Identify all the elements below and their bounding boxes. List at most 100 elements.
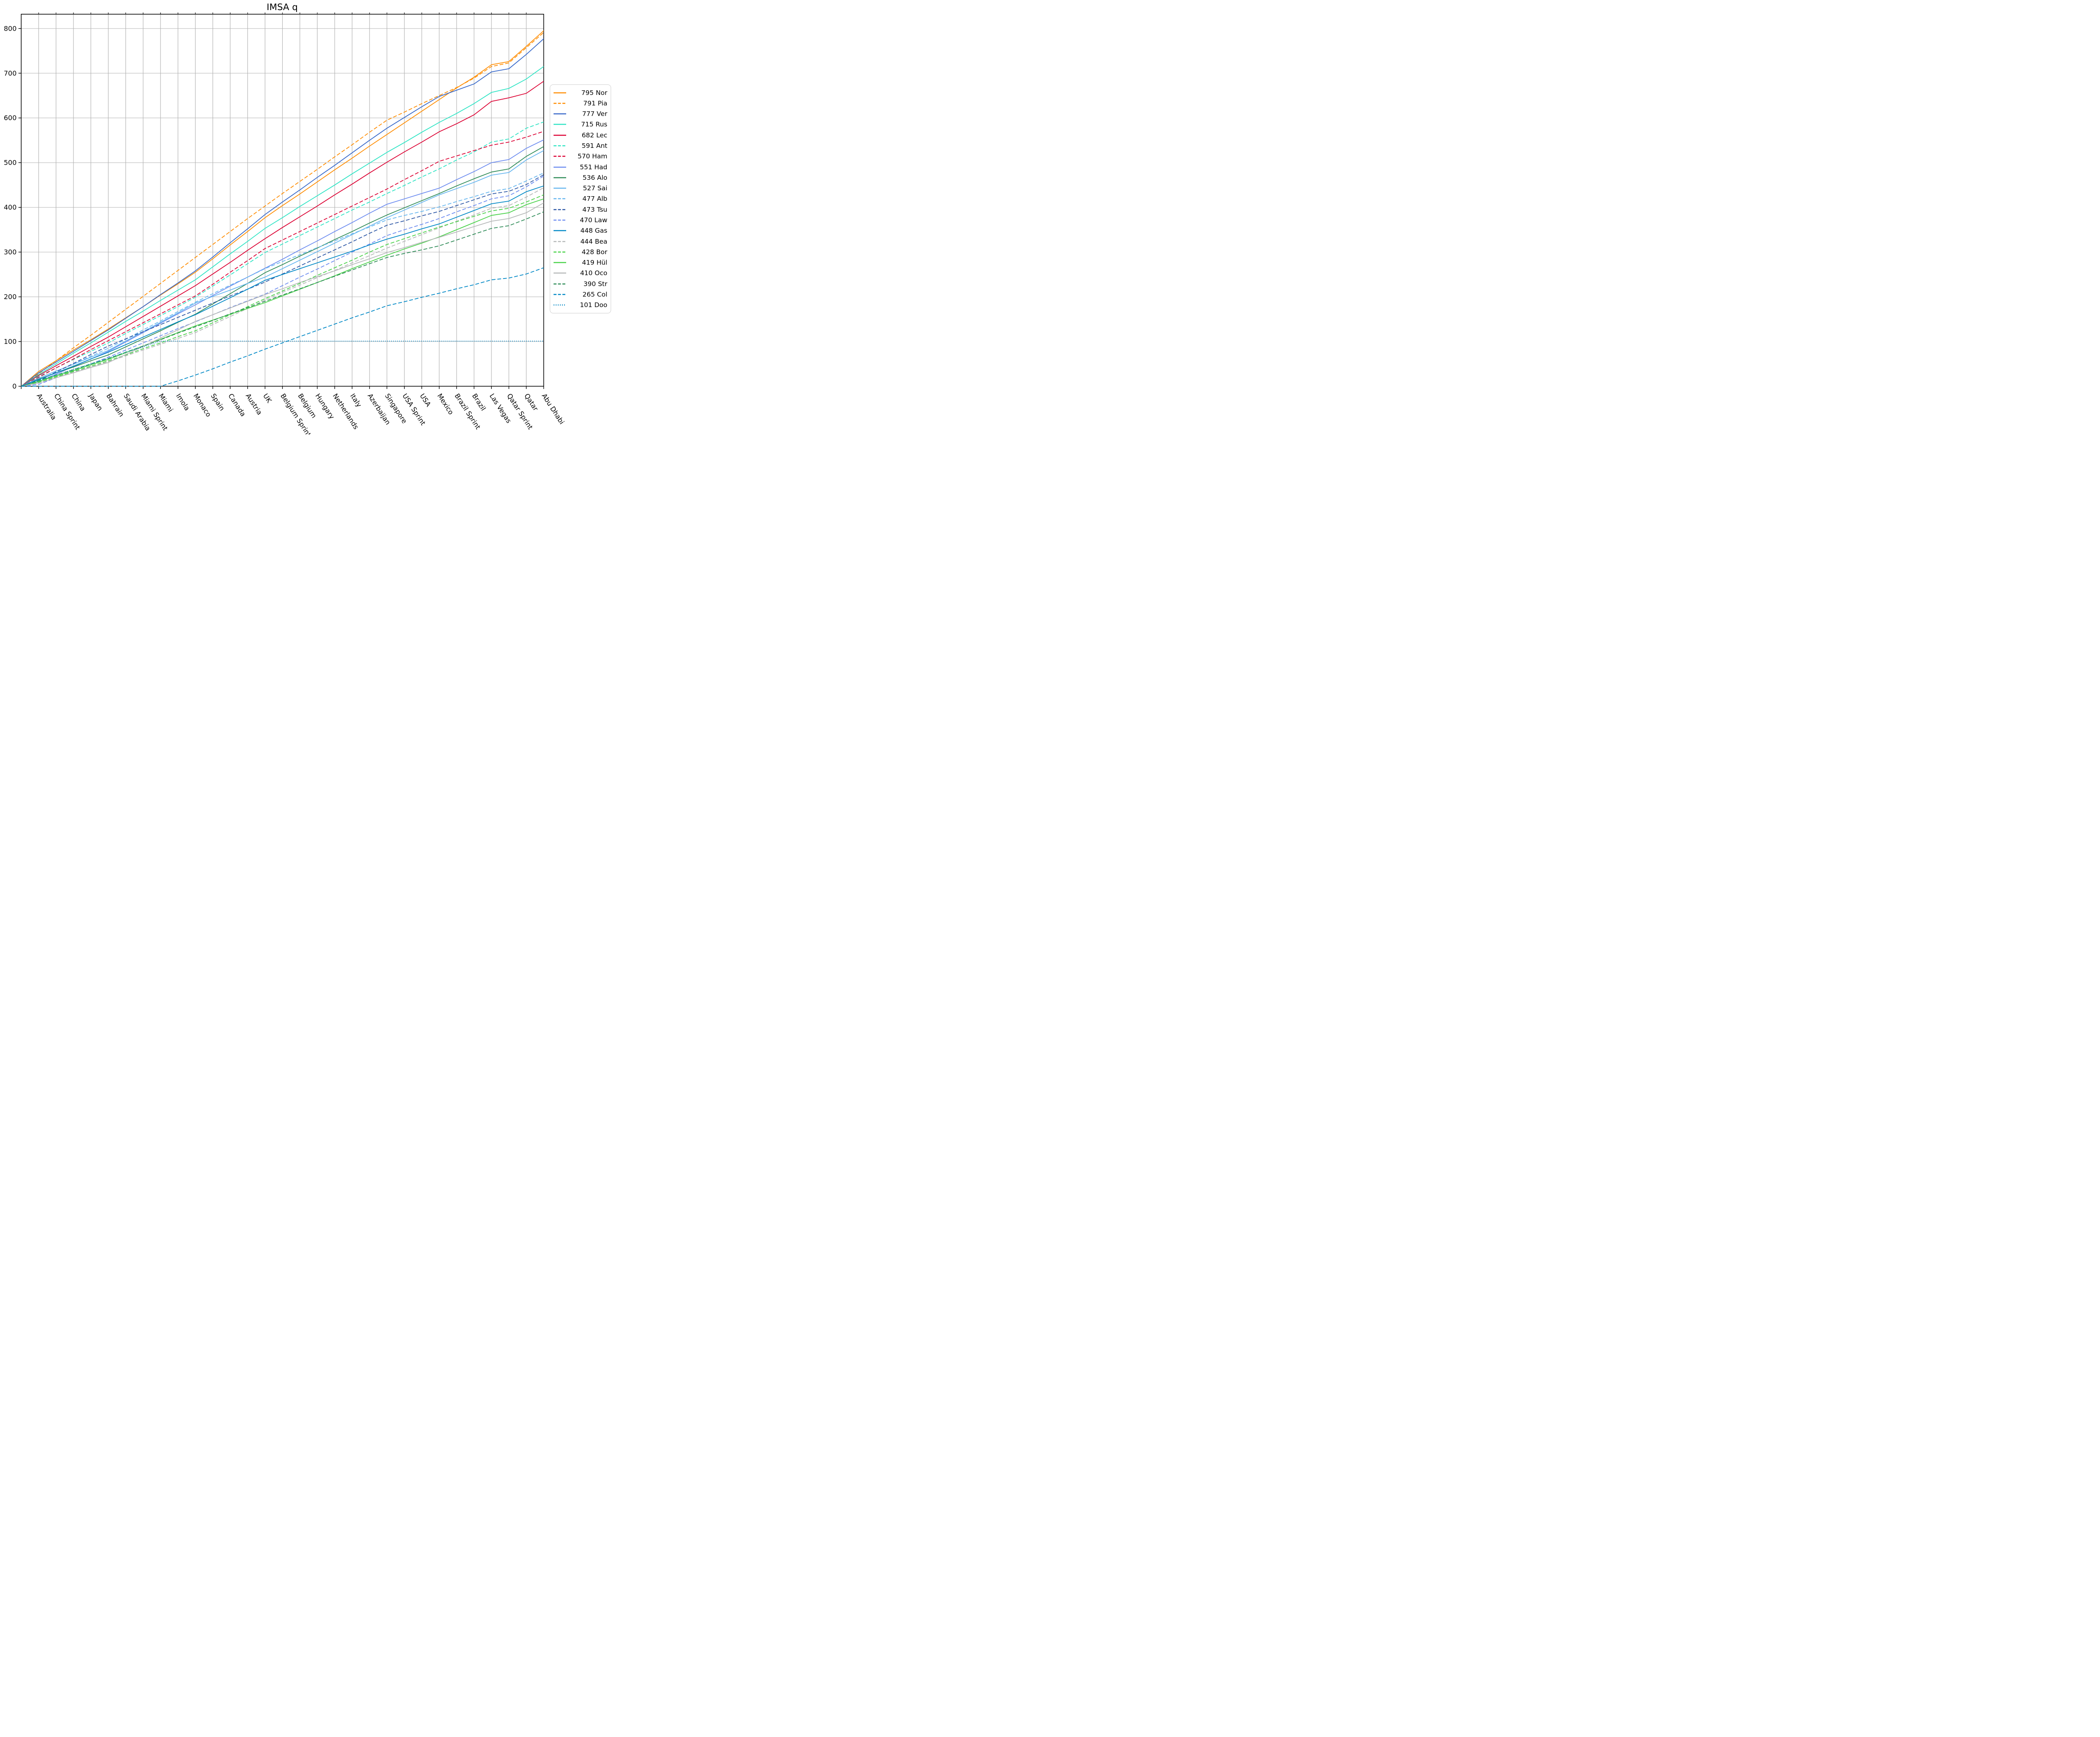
legend-swatch bbox=[554, 166, 566, 168]
y-tick-label: 500 bbox=[4, 159, 17, 167]
series-line-570-ham bbox=[21, 131, 544, 387]
legend-entry: 570 Ham bbox=[554, 152, 607, 161]
series-line-419-hül bbox=[21, 198, 544, 387]
legend-label: 477 Alb bbox=[582, 195, 607, 203]
x-tick-label: China bbox=[70, 392, 87, 413]
legend-label: 795 Nor bbox=[581, 89, 607, 97]
legend-entry: 390 Str bbox=[554, 279, 607, 289]
y-tick-label: 300 bbox=[4, 248, 17, 256]
series-line-444-bea bbox=[21, 187, 544, 387]
legend-label: 448 Gas bbox=[580, 227, 607, 235]
legend-label: 536 Alo bbox=[583, 173, 607, 181]
x-tick-label: Abu Dhabi bbox=[540, 392, 566, 426]
series-line-473-tsu bbox=[21, 174, 544, 387]
legend-label: 777 Ver bbox=[582, 110, 607, 118]
legend-label: 428 Bor bbox=[581, 248, 607, 256]
legend-entry: 715 Rus bbox=[554, 120, 607, 129]
y-tick-label: 600 bbox=[4, 114, 17, 122]
legend-swatch bbox=[554, 124, 566, 125]
y-tick-label: 0 bbox=[12, 382, 16, 390]
legend-entry: 591 Ant bbox=[554, 141, 607, 151]
figure: IMSA q 0 100 200 300 400 500 600 700 800 Australi… bbox=[0, 0, 614, 434]
legend-entry: 551 Had bbox=[554, 162, 607, 172]
legend-label: 591 Ant bbox=[581, 142, 607, 150]
legend-entry: 265 Col bbox=[554, 289, 607, 299]
legend-swatch bbox=[554, 241, 566, 242]
x-tick-label: Qatar bbox=[523, 392, 540, 412]
series-line-410-oco bbox=[21, 202, 544, 387]
series-line-551-had bbox=[21, 139, 544, 387]
y-tick-label: 200 bbox=[4, 293, 17, 301]
legend-entry: 448 Gas bbox=[554, 226, 607, 236]
legend-swatch bbox=[554, 113, 566, 115]
legend-swatch bbox=[554, 187, 566, 189]
legend-label: 101 Doo bbox=[580, 301, 607, 309]
legend-swatch bbox=[554, 145, 566, 147]
legend-entry: 470 Law bbox=[554, 215, 607, 225]
y-tick-label: 100 bbox=[4, 338, 17, 346]
series-line-777-ver bbox=[21, 38, 544, 387]
legend-label: 419 Hül bbox=[582, 259, 607, 267]
legend-entry: 795 Nor bbox=[554, 88, 607, 97]
series-line-715-rus bbox=[21, 66, 544, 387]
series-line-791-pia bbox=[21, 32, 544, 387]
legend-entry: 473 Tsu bbox=[554, 205, 607, 214]
legend-entry: 477 Alb bbox=[554, 194, 607, 204]
legend-label: 527 Sai bbox=[583, 184, 607, 192]
legend-label: 570 Ham bbox=[578, 152, 607, 160]
legend-entry: 101 Doo bbox=[554, 300, 607, 310]
legend-swatch bbox=[554, 177, 566, 179]
legend-entry: 419 Hül bbox=[554, 258, 607, 268]
legend-label: 410 Oco bbox=[580, 269, 607, 277]
legend-swatch bbox=[554, 102, 566, 104]
legend-entry: 444 Bea bbox=[554, 237, 607, 246]
legend-swatch bbox=[554, 251, 566, 253]
x-tick-label: Italy bbox=[349, 392, 363, 408]
legend-swatch bbox=[554, 219, 566, 221]
legend-swatch bbox=[554, 134, 566, 136]
series-line-591-ant bbox=[21, 121, 544, 387]
legend-swatch bbox=[554, 92, 566, 93]
series-line-101-doo bbox=[21, 341, 544, 387]
legend-swatch bbox=[554, 156, 566, 157]
x-tick-label: Mexico bbox=[436, 392, 455, 416]
legend-entry: 777 Ver bbox=[554, 109, 607, 119]
series-line-265-col bbox=[21, 267, 544, 387]
series-line-470-law bbox=[21, 176, 544, 387]
legend-swatch bbox=[554, 304, 566, 306]
legend-swatch bbox=[554, 294, 566, 295]
y-tick-label: 700 bbox=[4, 69, 17, 77]
legend-label: 791 Pia bbox=[583, 99, 607, 107]
legend-label: 390 Str bbox=[583, 280, 607, 288]
series-line-448-gas bbox=[21, 185, 544, 387]
legend-swatch bbox=[554, 262, 566, 263]
y-tick-label: 800 bbox=[4, 24, 17, 32]
legend-swatch bbox=[554, 230, 566, 231]
x-tick-label: Miami bbox=[157, 392, 175, 413]
x-tick-label: USA bbox=[418, 392, 433, 408]
legend: 795 Nor 791 Pia 777 Ver 715 Rus 682 Lec 591 A… bbox=[550, 84, 611, 313]
plot-area: IMSA q 0100200300400500600700800Australi… bbox=[4, 2, 566, 434]
series-line-536-alo bbox=[21, 146, 544, 387]
legend-entry: 410 Oco bbox=[554, 268, 607, 278]
series-line-527-sai bbox=[21, 150, 544, 387]
legend-label: 470 Law bbox=[580, 216, 607, 224]
legend-swatch bbox=[554, 198, 566, 200]
legend-swatch bbox=[554, 273, 566, 274]
x-tick-label: Japan bbox=[87, 392, 104, 412]
legend-swatch bbox=[554, 283, 566, 285]
legend-label: 715 Rus bbox=[581, 121, 607, 129]
series-line-795-nor bbox=[21, 30, 544, 387]
legend-label: 551 Had bbox=[580, 163, 607, 171]
legend-entry: 682 Lec bbox=[554, 130, 607, 140]
legend-label: 265 Col bbox=[582, 290, 607, 298]
chart-title: IMSA q bbox=[267, 2, 298, 13]
legend-entry: 791 Pia bbox=[554, 98, 607, 108]
legend-entry: 428 Bor bbox=[554, 247, 607, 257]
legend-swatch bbox=[554, 209, 566, 210]
legend-label: 473 Tsu bbox=[582, 205, 607, 213]
x-tick-label: UK bbox=[262, 392, 273, 404]
y-tick-label: 400 bbox=[4, 203, 17, 211]
series-line-390-str bbox=[21, 211, 544, 387]
legend-entry: 536 Alo bbox=[554, 173, 607, 182]
